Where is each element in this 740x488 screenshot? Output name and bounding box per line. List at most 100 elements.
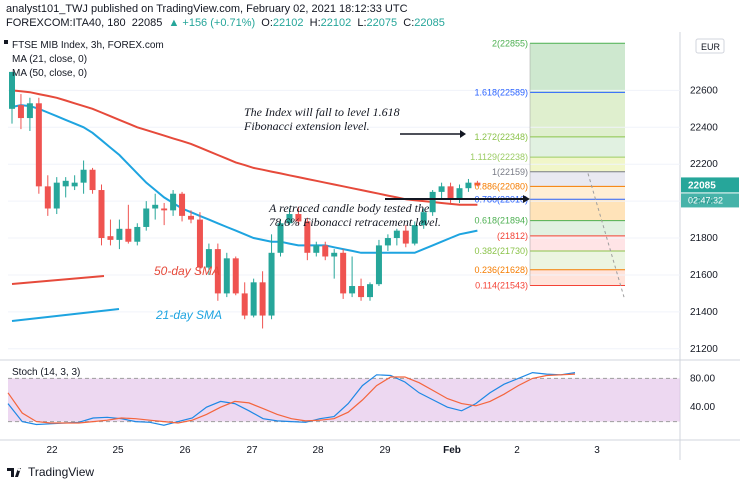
candle-body xyxy=(116,228,123,240)
price-tick-label: 21200 xyxy=(690,344,718,355)
candle-body xyxy=(268,252,275,316)
candle-body xyxy=(420,212,427,226)
candle-body xyxy=(26,103,33,119)
currency-badge[interactable] xyxy=(695,38,725,54)
sma21-legend-line xyxy=(11,308,120,322)
low-label: L: xyxy=(357,17,367,29)
time-tick-label: 29 xyxy=(379,445,391,456)
fib-level-label: 0.114(21543) xyxy=(475,280,528,290)
candle-body xyxy=(304,221,311,253)
sma50-legend-line xyxy=(11,275,105,285)
legend-marker xyxy=(4,40,8,44)
candle-body xyxy=(367,284,373,298)
time-tick-label: 2 xyxy=(514,445,520,456)
time-tick-label: 27 xyxy=(246,445,258,456)
price-tick-label: 21800 xyxy=(690,233,718,244)
candle-body xyxy=(170,193,177,211)
legend-ma21: MA (21, close, 0) xyxy=(12,54,87,65)
fib-level-label: 2(22855) xyxy=(492,38,528,48)
candle-body xyxy=(313,245,320,253)
fib-zone xyxy=(530,269,625,286)
time-tick-label: 22 xyxy=(46,445,58,456)
candle-body xyxy=(71,182,78,187)
stoch-k-line xyxy=(7,371,576,426)
last-price: 22085 xyxy=(131,17,163,29)
candle-body xyxy=(429,191,436,213)
fib-zone xyxy=(530,43,625,93)
fib-level-label: 0.886(22080) xyxy=(474,181,528,191)
candle-body xyxy=(358,286,365,298)
candle-body xyxy=(232,258,239,294)
arrow-head-icon xyxy=(460,130,466,138)
candle-body xyxy=(196,219,203,268)
time-tick-label: 3 xyxy=(594,445,600,456)
symbol-name: FOREXCOM:ITA40, 180 xyxy=(6,17,126,29)
candle-body xyxy=(259,282,266,316)
time-tick-label: Feb xyxy=(443,445,461,456)
stoch-tick-label: 80.00 xyxy=(690,373,715,384)
stoch-title: Stoch (14, 3, 3) xyxy=(12,367,80,378)
candle-body xyxy=(80,169,87,183)
candle-body xyxy=(9,71,15,109)
open-value: 22102 xyxy=(272,17,304,29)
fib-zone xyxy=(530,199,625,221)
high-value: 22102 xyxy=(320,17,352,29)
time-tick-label: 26 xyxy=(179,445,191,456)
candle-body xyxy=(456,188,463,200)
sma21-label: 21-day SMA xyxy=(155,308,222,322)
candle-body xyxy=(241,293,248,316)
footer: TradingView xyxy=(6,465,94,479)
publisher-line: analyst101_TWJ published on TradingView.… xyxy=(6,3,408,15)
candle-body xyxy=(438,186,445,192)
candle-body xyxy=(375,245,382,285)
candle-body xyxy=(62,180,69,187)
annotation-retrace: 78.6% Fibonacci retracement level. xyxy=(269,215,441,229)
header: analyst101_TWJ published on TradingView.… xyxy=(0,0,740,32)
price-tick-label: 22200 xyxy=(690,159,718,170)
candle-body xyxy=(411,225,418,244)
candle-body xyxy=(384,238,391,246)
annotation-retrace: A retraced candle body tested the xyxy=(268,201,430,215)
fib-level-label: 1(22159) xyxy=(492,167,528,177)
candle-body xyxy=(161,208,168,211)
fib-level-label: 1.618(22589) xyxy=(474,87,528,97)
stoch-tick-label: 40.00 xyxy=(690,402,715,413)
fib-level-label: 1.272(22348) xyxy=(474,132,528,142)
candle-body xyxy=(98,190,105,239)
stoch-band xyxy=(8,378,680,422)
candle-body xyxy=(447,186,454,200)
symbol-line: FOREXCOM:ITA40, 180 22085 ▲ +156 (+0.71%… xyxy=(6,17,445,29)
currency-badge-label: EUR xyxy=(701,42,721,52)
candle-body xyxy=(214,249,221,294)
candle-body xyxy=(340,252,347,294)
annotation-fib-extension: The Index will fall to level 1.618 xyxy=(244,105,400,119)
fib-zone xyxy=(530,136,625,158)
fib-level-label: 0.618(21894) xyxy=(474,216,528,226)
fib-level-label: 0.236(21628) xyxy=(474,265,528,275)
candle-body xyxy=(349,286,356,294)
candle-body xyxy=(125,228,132,242)
high-label: H: xyxy=(309,17,321,29)
candle-body xyxy=(53,182,60,209)
candle-body xyxy=(35,103,42,187)
price-tick-label: 21400 xyxy=(690,307,718,318)
fib-zone xyxy=(530,171,625,187)
price-tick-label: 22600 xyxy=(690,85,718,96)
fib-zone xyxy=(530,92,625,137)
candle-body xyxy=(44,186,51,209)
open-label: O: xyxy=(261,17,273,29)
candle-body xyxy=(179,193,186,216)
last-price-marker xyxy=(681,177,739,193)
annotation-fib-extension: Fibonacci extension level. xyxy=(243,119,370,133)
candle-body xyxy=(17,105,24,119)
close-value: 22085 xyxy=(414,17,445,29)
price-tick-label: 22400 xyxy=(690,122,718,133)
time-tick-label: 28 xyxy=(312,445,324,456)
candle-body xyxy=(286,214,293,224)
candle-body xyxy=(465,182,472,189)
countdown-marker xyxy=(681,193,739,208)
arrow-head-icon xyxy=(523,195,530,203)
candle-body xyxy=(134,226,141,242)
fib-level-label: 0.382(21730) xyxy=(474,246,528,256)
